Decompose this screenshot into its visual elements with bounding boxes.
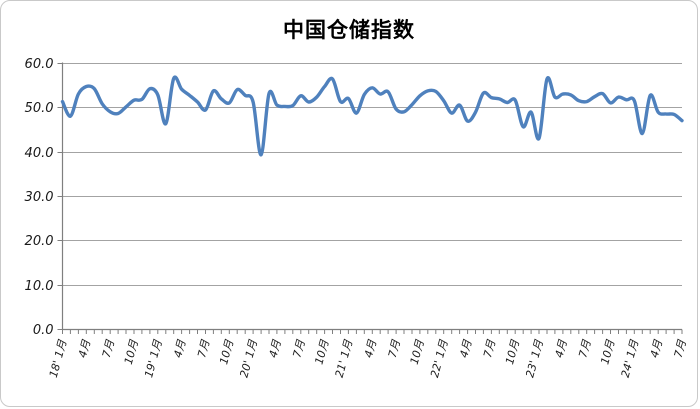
x-tick-label: 4月 <box>267 337 284 359</box>
chart-title: 中国仓储指数 <box>283 18 415 42</box>
x-tick-label: 4月 <box>76 337 93 359</box>
x-tick-label: 4月 <box>553 337 570 359</box>
x-tick-label: 24' 1月 <box>619 337 642 379</box>
index-line <box>60 75 684 157</box>
x-tick-label: 7月 <box>481 337 498 359</box>
y-axis-ticks <box>57 63 63 330</box>
x-tick-label: 7月 <box>672 337 689 359</box>
y-tick-label: 40.0 <box>25 146 54 161</box>
x-tick-label: 19' 1月 <box>142 337 165 379</box>
x-axis-labels: 18' 1月 4月 7月 10月 19' 1月 4月 7月 10月 20' 1月 4月 7月 10月 2… <box>47 337 689 379</box>
x-tick-label: 10月 <box>598 337 617 365</box>
index-line-series <box>60 75 684 157</box>
y-tick-label: 60.0 <box>25 57 54 72</box>
x-tick-label: 10月 <box>503 337 522 365</box>
y-tick-label: 0.0 <box>33 323 54 338</box>
x-tick-label: 7月 <box>576 337 593 359</box>
y-tick-label: 50.0 <box>25 101 54 116</box>
x-tick-label: 7月 <box>100 337 117 359</box>
x-tick-label: 18' 1月 <box>47 337 70 379</box>
x-tick-label: 4月 <box>362 337 379 359</box>
x-tick-label: 4月 <box>648 337 665 359</box>
y-tick-label: 20.0 <box>25 234 54 249</box>
x-tick-label: 10月 <box>122 337 141 365</box>
x-tick-label: 4月 <box>171 337 188 359</box>
y-gridlines <box>62 63 682 286</box>
x-tick-label: 7月 <box>290 337 307 359</box>
x-tick-label: 20' 1月 <box>237 337 260 379</box>
x-tick-label: 7月 <box>386 337 403 359</box>
x-tick-label: 10月 <box>312 337 331 365</box>
y-tick-label: 10.0 <box>25 279 54 294</box>
x-axis-ticks <box>62 329 683 334</box>
x-tick-label: 22' 1月 <box>428 337 451 379</box>
x-tick-label: 21' 1月 <box>333 337 356 379</box>
x-tick-label: 7月 <box>195 337 212 359</box>
y-axis-labels: 0.0 10.0 20.0 30.0 40.0 50.0 60.0 <box>25 57 54 338</box>
x-tick-label: 23' 1月 <box>523 337 546 379</box>
x-tick-label: 10月 <box>217 337 236 365</box>
x-tick-label: 4月 <box>457 337 474 359</box>
x-tick-label: 10月 <box>408 337 427 365</box>
y-tick-label: 30.0 <box>25 190 54 205</box>
